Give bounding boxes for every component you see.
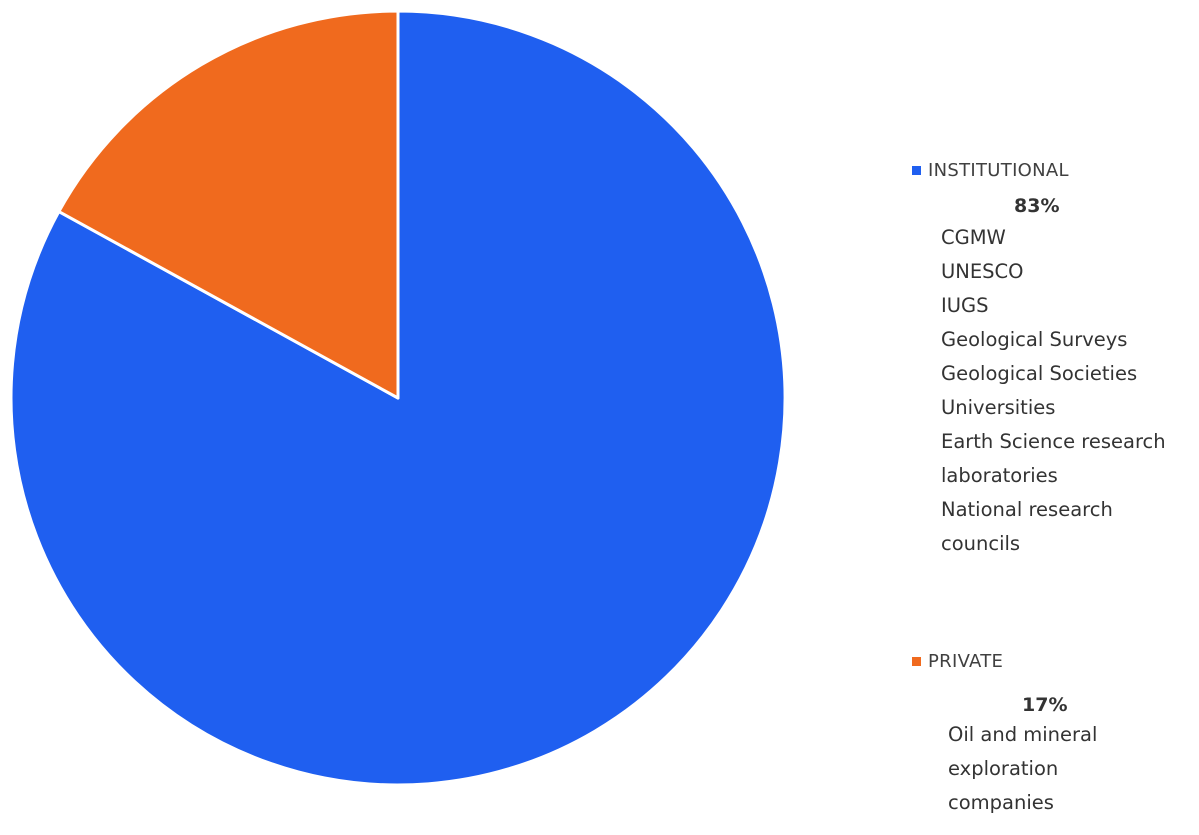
legend-item: companies [948,791,1054,814]
legend-private: PRIVATE 17% Oil and mineral exploration … [912,651,1097,820]
legend-item: National research [941,498,1113,521]
legend-item: IUGS [941,294,989,317]
legend-swatch-private [912,657,921,666]
legend-percent-private: 17% [1022,694,1068,716]
legend-item: exploration [948,757,1059,780]
legend-item: councils [941,532,1021,555]
pie-chart [9,9,787,787]
legend-item: CGMW [941,226,1006,249]
legend-item: laboratories [941,464,1058,487]
legend-item: Geological Surveys [941,328,1128,351]
legend-items-private: Oil and mineral exploration companies [948,718,1097,820]
legend-swatch-institutional [912,166,921,175]
legend-item: UNESCO [941,260,1024,283]
legend-item: Universities [941,396,1056,419]
legend-item: Earth Science research [941,430,1166,453]
legend-item: Oil and mineral [948,723,1098,746]
legend-institutional: INSTITUTIONAL 83% CGMW UNESCO IUGS Geolo… [912,160,1166,561]
pie-slice-private [57,9,400,400]
legend-items-institutional: CGMW UNESCO IUGS Geological Surveys Geol… [941,221,1166,561]
legend-percent-institutional: 83% [1014,195,1060,217]
legend-item: Geological Societies [941,362,1138,385]
legend-label-institutional: INSTITUTIONAL [928,160,1069,181]
legend-label-private: PRIVATE [928,651,1004,672]
pie-slice-institutional [9,9,787,787]
